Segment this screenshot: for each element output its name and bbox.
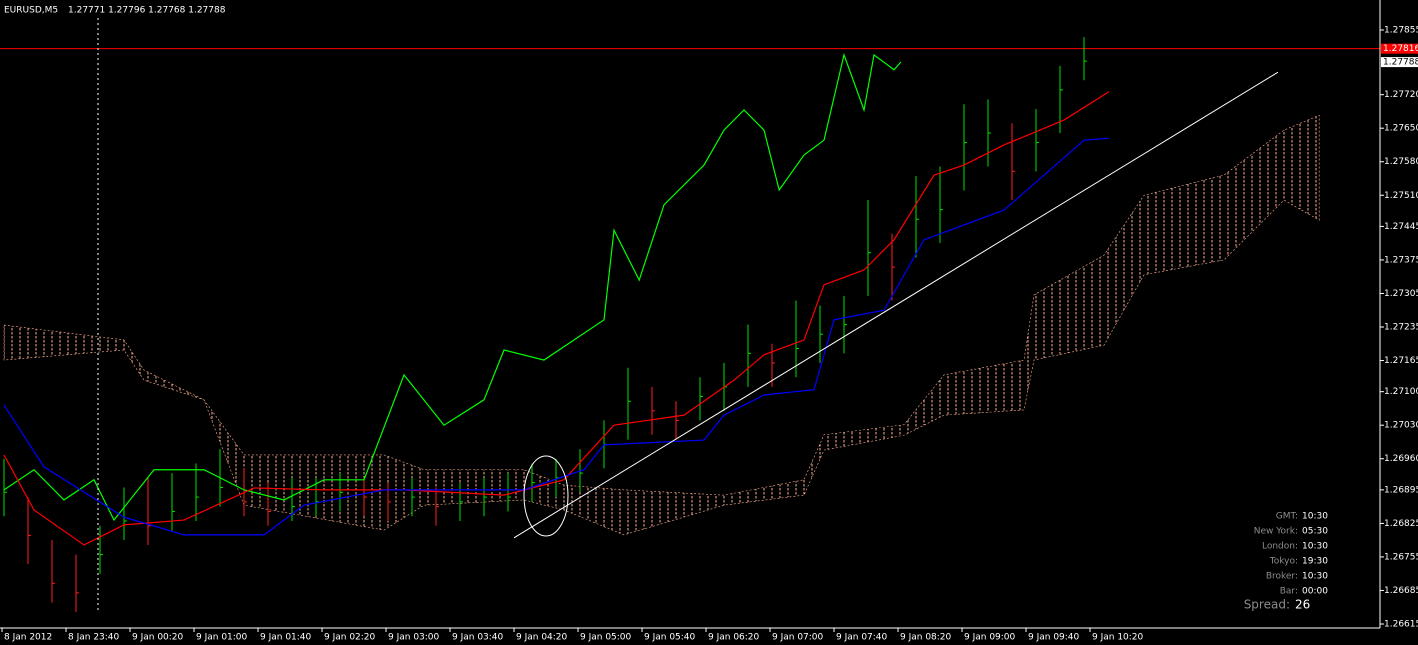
symbol-title: EURUSD,M5 — [4, 6, 58, 16]
y-tick-label: 1.27165 — [1384, 356, 1418, 366]
info-label: London: — [1262, 542, 1298, 552]
highlight-ellipse — [523, 455, 569, 537]
info-value: 10:30 — [1302, 572, 1328, 582]
spread-label: Spread: — [1244, 598, 1290, 612]
y-tick-label: 1.27030 — [1384, 421, 1418, 431]
x-tick-label: 9 Jan 00:20 — [132, 633, 184, 643]
indicator-line — [3, 91, 1110, 546]
indicator-line — [3, 137, 1109, 536]
level-label: 1.27816 — [1383, 44, 1418, 54]
y-tick-label: 1.26895 — [1384, 485, 1418, 495]
y-tick-label: 1.27855 — [1384, 26, 1418, 36]
info-value: 10:30 — [1302, 512, 1328, 522]
x-tick-label: 9 Jan 08:20 — [900, 633, 952, 643]
y-tick-label: 1.27305 — [1384, 289, 1418, 299]
price-badge — [1381, 57, 1418, 68]
info-value: 19:30 — [1302, 557, 1328, 567]
x-tick-label: 8 Jan 2012 — [4, 633, 52, 643]
x-tick-label: 9 Jan 03:00 — [388, 633, 440, 643]
plot-area — [0, 37, 1380, 613]
info-label: Bar: — [1280, 587, 1298, 597]
info-label: Broker: — [1266, 572, 1298, 582]
x-tick-label: 9 Jan 01:40 — [260, 633, 312, 643]
x-tick-label: 9 Jan 10:20 — [1092, 633, 1144, 643]
y-tick-label: 1.27445 — [1384, 222, 1418, 232]
x-tick-label: 8 Jan 23:40 — [68, 633, 120, 643]
x-tick-label: 9 Jan 03:40 — [452, 633, 504, 643]
y-tick-label: 1.27375 — [1384, 255, 1418, 265]
y-tick-label: 1.27580 — [1384, 157, 1418, 167]
y-tick-label: 1.27100 — [1384, 387, 1418, 397]
x-tick-label: 9 Jan 09:40 — [1028, 633, 1080, 643]
info-value: 00:00 — [1302, 587, 1328, 597]
x-tick-label: 9 Jan 07:00 — [772, 633, 824, 643]
y-tick-label: 1.26825 — [1384, 519, 1418, 529]
x-tick-label: 9 Jan 02:20 — [324, 633, 376, 643]
spread-value: 26 — [1295, 598, 1310, 612]
y-tick-label: 1.26960 — [1384, 454, 1418, 464]
x-tick-label: 9 Jan 07:40 — [836, 633, 888, 643]
y-tick-label: 1.26615 — [1384, 620, 1418, 630]
x-tick-label: 9 Jan 04:20 — [516, 633, 568, 643]
y-tick-label: 1.27235 — [1384, 323, 1418, 333]
level-badge — [1381, 43, 1418, 54]
x-tick-label: 9 Jan 06:20 — [708, 633, 760, 643]
trendline — [513, 71, 1279, 539]
y-tick-label: 1.26755 — [1384, 552, 1418, 562]
y-tick-label: 1.27510 — [1384, 191, 1418, 201]
x-tick-label: 9 Jan 05:00 — [580, 633, 632, 643]
info-value: 10:30 — [1302, 542, 1328, 552]
x-tick-label: 9 Jan 09:00 — [964, 633, 1016, 643]
price-label: 1.27788 — [1383, 58, 1418, 68]
y-tick-label: 1.27720 — [1384, 90, 1418, 100]
indicator-line — [3, 52, 902, 522]
info-value: 05:30 — [1302, 527, 1328, 537]
header-quote: 1.27771 1.27796 1.27768 1.27788 — [68, 6, 226, 16]
x-tick-label: 9 Jan 05:40 — [644, 633, 696, 643]
info-label: GMT: — [1276, 512, 1298, 522]
y-tick-label: 1.27650 — [1384, 124, 1418, 134]
x-tick-label: 9 Jan 01:00 — [196, 633, 248, 643]
info-label: Tokyo: — [1269, 557, 1298, 567]
ichimoku-cloud — [3, 114, 1320, 536]
info-label: New York: — [1254, 527, 1298, 537]
y-tick-label: 1.26685 — [1384, 586, 1418, 596]
